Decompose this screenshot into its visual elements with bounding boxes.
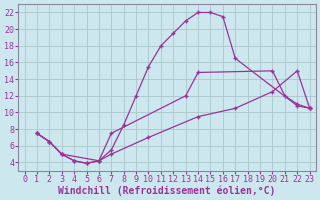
X-axis label: Windchill (Refroidissement éolien,°C): Windchill (Refroidissement éolien,°C) <box>58 185 276 196</box>
